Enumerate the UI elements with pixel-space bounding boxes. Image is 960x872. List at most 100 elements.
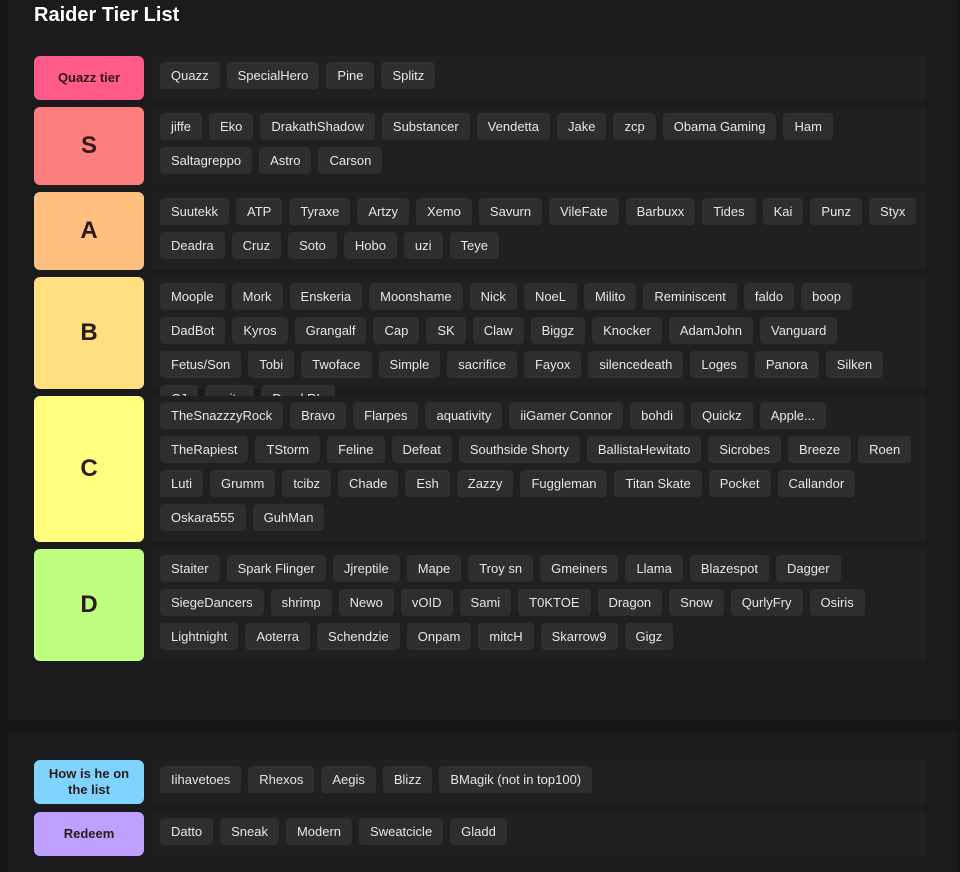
tier-item-chip[interactable]: SiegeDancers xyxy=(160,589,264,616)
tier-item-chip[interactable]: Sami xyxy=(459,589,512,616)
tier-item-chip[interactable]: Gladd xyxy=(450,818,507,845)
tier-item-chip[interactable]: Schendzie xyxy=(317,623,400,650)
tier-item-chip[interactable]: Dragon xyxy=(597,589,663,616)
tier-item-chip[interactable]: Grangalf xyxy=(294,317,367,344)
tier-item-chip[interactable]: Xemo xyxy=(415,198,472,225)
tier-item-chip[interactable]: Cap xyxy=(373,317,420,344)
tier-item-chip[interactable]: Quickz xyxy=(690,402,753,429)
tier-item-chip[interactable]: Osiris xyxy=(809,589,865,616)
tier-item-chip[interactable]: Aoterra xyxy=(245,623,311,650)
tier-item-chip[interactable]: Substancer xyxy=(381,113,470,140)
tier-item-chip[interactable]: Vanguard xyxy=(759,317,838,344)
tier-item-chip[interactable]: Panora xyxy=(754,351,819,378)
tier-label-how-is-he-on-the-list[interactable]: How is he on the list xyxy=(34,760,144,804)
tier-item-chip[interactable]: Mape xyxy=(406,555,462,582)
tier-item-chip[interactable]: Pocket xyxy=(708,470,771,497)
tier-item-chip[interactable]: Hobo xyxy=(343,232,397,259)
tier-item-chip[interactable]: Luti xyxy=(160,470,203,497)
tier-item-chip[interactable]: QurlyFry xyxy=(730,589,803,616)
tier-item-chip[interactable]: Gigz xyxy=(624,623,674,650)
tier-item-chip[interactable]: AdamJohn xyxy=(668,317,753,344)
tier-item-chip[interactable]: Defeat xyxy=(391,436,452,463)
tier-item-chip[interactable]: Chade xyxy=(338,470,399,497)
tier-item-chip[interactable]: Sneak xyxy=(220,818,279,845)
tier-item-chip[interactable]: aquativity xyxy=(425,402,503,429)
tier-item-chip[interactable]: Titan Skate xyxy=(614,470,702,497)
tier-item-chip[interactable]: Fuggleman xyxy=(520,470,608,497)
tier-item-chip[interactable]: Spark Flinger xyxy=(226,555,326,582)
tier-item-chip[interactable]: Callandor xyxy=(777,470,856,497)
tier-item-chip[interactable]: iiGamer Connor xyxy=(509,402,624,429)
tier-item-chip[interactable]: uzi xyxy=(403,232,443,259)
tier-item-chip[interactable]: Jake xyxy=(557,113,607,140)
tier-item-chip[interactable]: faldo xyxy=(743,283,795,310)
tier-item-chip[interactable]: VileFate xyxy=(549,198,619,225)
tier-item-chip[interactable]: Biggz xyxy=(530,317,586,344)
tier-item-chip[interactable]: Breeze xyxy=(787,436,852,463)
tier-item-chip[interactable]: SK xyxy=(426,317,466,344)
tier-item-chip[interactable]: Suutekk xyxy=(160,198,229,225)
tier-item-chip[interactable]: Moople xyxy=(160,283,225,310)
tier-item-chip[interactable]: Kyros xyxy=(232,317,288,344)
tier-label-b[interactable]: B xyxy=(34,277,144,389)
tier-item-chip[interactable]: Tyraxe xyxy=(289,198,351,225)
tier-item-chip[interactable]: Apple... xyxy=(759,402,826,429)
tier-item-chip[interactable]: Roen xyxy=(858,436,912,463)
tier-item-chip[interactable]: Eko xyxy=(209,113,254,140)
tier-item-chip[interactable]: TStorm xyxy=(255,436,321,463)
tier-item-chip[interactable]: Bravo xyxy=(290,402,347,429)
tier-item-chip[interactable]: Loges xyxy=(690,351,748,378)
tier-item-chip[interactable]: Feline xyxy=(327,436,385,463)
tier-item-chip[interactable]: ATP xyxy=(235,198,283,225)
tier-item-chip[interactable]: BallistaHewitato xyxy=(586,436,702,463)
tier-item-chip[interactable]: Splitz xyxy=(381,62,436,89)
tier-item-chip[interactable]: Southside Shorty xyxy=(458,436,580,463)
tier-item-chip[interactable]: Newo xyxy=(338,589,394,616)
tier-item-chip[interactable]: Tides xyxy=(702,198,756,225)
tier-item-chip[interactable]: Pine xyxy=(326,62,375,89)
tier-item-chip[interactable]: Reminiscent xyxy=(643,283,737,310)
tier-item-chip[interactable]: Tobi xyxy=(248,351,295,378)
tier-item-chip[interactable]: vOID xyxy=(400,589,453,616)
tier-label-s[interactable]: S xyxy=(34,107,144,185)
tier-item-chip[interactable]: Punz xyxy=(810,198,863,225)
tier-item-chip[interactable]: bohdi xyxy=(630,402,684,429)
tier-item-chip[interactable]: Snow xyxy=(669,589,724,616)
tier-item-chip[interactable]: jiffe xyxy=(160,113,202,140)
tier-item-chip[interactable]: Sicrobes xyxy=(708,436,781,463)
tier-item-chip[interactable]: TheRapiest xyxy=(160,436,249,463)
tier-item-chip[interactable]: Ham xyxy=(783,113,833,140)
tier-item-chip[interactable]: Sweatcicle xyxy=(359,818,444,845)
tier-item-chip[interactable]: Simple xyxy=(378,351,441,378)
tier-item-chip[interactable]: Troy sn xyxy=(468,555,534,582)
tier-item-chip[interactable]: DrakathShadow xyxy=(260,113,375,140)
tier-item-chip[interactable]: Moonshame xyxy=(369,283,463,310)
tier-item-chip[interactable]: GuhMan xyxy=(252,504,325,531)
tier-item-chip[interactable]: T0KTOE xyxy=(518,589,591,616)
tier-item-chip[interactable]: Claw xyxy=(472,317,524,344)
tier-item-chip[interactable]: Dagger xyxy=(775,555,841,582)
tier-item-chip[interactable]: Zazzy xyxy=(456,470,514,497)
tier-label-d[interactable]: D xyxy=(34,549,144,661)
tier-label-quazz-tier[interactable]: Quazz tier xyxy=(34,56,144,100)
tier-item-chip[interactable]: Deadra xyxy=(160,232,225,259)
tier-item-chip[interactable]: Jjreptile xyxy=(332,555,400,582)
tier-item-chip[interactable]: Obama Gaming xyxy=(662,113,777,140)
tier-item-chip[interactable]: Blazespot xyxy=(689,555,769,582)
tier-item-chip[interactable]: Teye xyxy=(449,232,500,259)
tier-item-chip[interactable]: NoeL xyxy=(523,283,578,310)
tier-item-chip[interactable]: TheSnazzzyRock xyxy=(160,402,284,429)
tier-item-chip[interactable]: shrimp xyxy=(270,589,332,616)
tier-item-chip[interactable]: tcibz xyxy=(282,470,332,497)
tier-item-chip[interactable]: Saltagreppo xyxy=(160,147,253,174)
tier-item-chip[interactable]: Kai xyxy=(762,198,804,225)
tier-item-chip[interactable]: Enskeria xyxy=(289,283,363,310)
tier-item-chip[interactable]: Fayox xyxy=(523,351,582,378)
tier-item-chip[interactable]: Barbuxx xyxy=(625,198,696,225)
tier-item-chip[interactable]: Esh xyxy=(405,470,450,497)
tier-item-chip[interactable]: Llama xyxy=(625,555,683,582)
tier-item-chip[interactable]: Styx xyxy=(869,198,917,225)
tier-item-chip[interactable]: Grumm xyxy=(209,470,276,497)
tier-item-chip[interactable]: SpecialHero xyxy=(226,62,320,89)
tier-item-chip[interactable]: Nick xyxy=(469,283,517,310)
